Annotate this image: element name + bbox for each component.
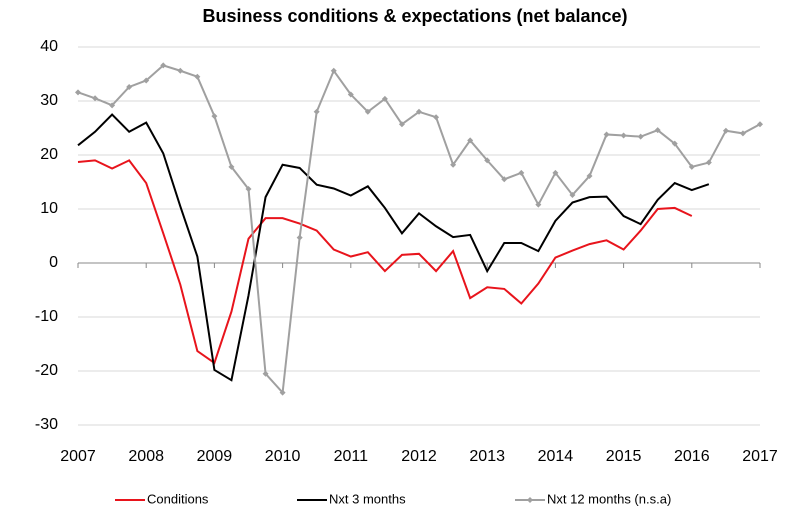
x-tick-label: 2010: [265, 448, 301, 465]
marker: [416, 108, 422, 115]
marker: [92, 95, 99, 102]
x-tick-label: 2011: [334, 448, 369, 465]
marker: [262, 370, 269, 377]
chart-title: Business conditions & expectations (net …: [202, 6, 627, 26]
marker: [347, 91, 354, 98]
marker: [688, 163, 695, 170]
marker: [535, 201, 542, 208]
marker: [330, 67, 337, 74]
marker: [75, 89, 81, 96]
marker: [552, 169, 559, 176]
marker: [620, 132, 627, 139]
marker: [739, 130, 746, 137]
x-tick-label: 2007: [60, 448, 96, 465]
marker: [296, 234, 303, 241]
marker: [279, 389, 286, 396]
marker: [722, 127, 729, 134]
marker: [603, 131, 610, 138]
legend-marker: [527, 497, 533, 503]
marker: [671, 140, 678, 147]
marker: [381, 95, 388, 102]
marker: [757, 121, 763, 128]
y-tick-label: -30: [35, 416, 58, 433]
marker: [705, 159, 712, 166]
y-tick-label: 30: [40, 92, 58, 109]
marker: [467, 137, 474, 144]
marker: [245, 186, 252, 193]
marker: [398, 121, 405, 128]
marker: [586, 173, 593, 180]
legend-label: Nxt 3 months: [329, 491, 406, 506]
marker: [433, 114, 440, 121]
x-tick-label: 2013: [469, 448, 505, 465]
x-tick-label: 2014: [538, 448, 574, 465]
legend-label: Nxt 12 months (n.s.a): [547, 491, 671, 506]
marker: [484, 157, 491, 164]
marker: [194, 73, 201, 80]
y-tick-label: 40: [40, 38, 58, 55]
marker: [211, 113, 218, 120]
x-tick-label: 2016: [674, 448, 710, 465]
x-tick-label: 2015: [606, 448, 642, 465]
marker: [177, 67, 184, 74]
x-tick-label: 2009: [197, 448, 233, 465]
series-line: [77, 113, 710, 382]
marker: [364, 108, 371, 115]
series-line: [77, 159, 693, 365]
y-tick-label: 20: [40, 146, 58, 163]
marker: [637, 133, 644, 140]
marker: [654, 127, 661, 134]
marker: [450, 161, 457, 168]
marker: [126, 83, 133, 90]
y-tick-label: -20: [35, 362, 58, 379]
marker: [228, 163, 235, 170]
legend-label: Conditions: [147, 491, 209, 506]
x-tick-label: 2012: [401, 448, 437, 465]
marker: [160, 62, 167, 69]
x-tick-label: 2008: [128, 448, 164, 465]
marker: [518, 169, 525, 176]
y-tick-label: -10: [35, 308, 58, 325]
y-tick-label: 0: [49, 254, 58, 271]
marker: [109, 102, 116, 109]
y-tick-label: 10: [40, 200, 58, 217]
x-tick-label: 2017: [742, 448, 778, 465]
marker: [569, 191, 576, 198]
marker: [501, 176, 508, 183]
marker: [143, 77, 150, 84]
marker: [313, 108, 320, 115]
